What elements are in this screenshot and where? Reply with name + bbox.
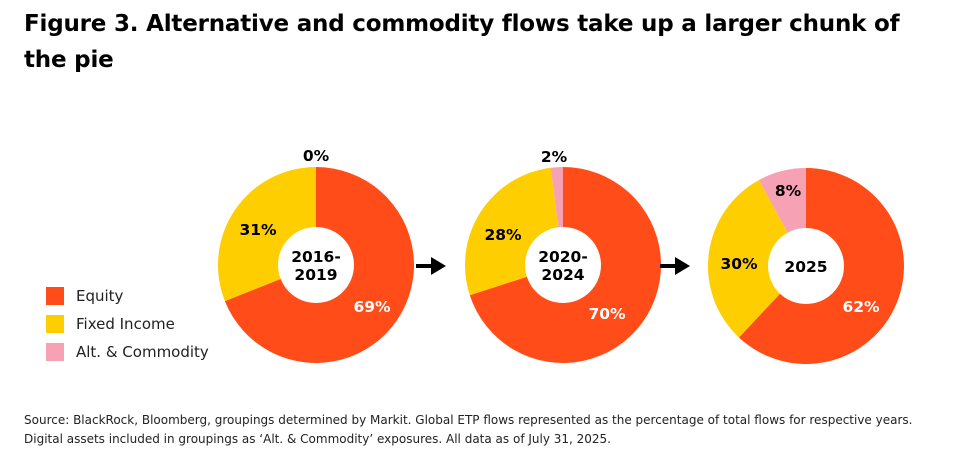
legend-swatch-alt-commodity xyxy=(46,343,64,361)
legend-label: Alt. & Commodity xyxy=(76,343,209,361)
donut-center-label: 2016- xyxy=(291,248,341,266)
legend-swatch-equity xyxy=(46,287,64,305)
data-label-alt-commodity: 8% xyxy=(775,182,802,200)
donut-hole xyxy=(278,227,354,303)
donut-center-label: 2024 xyxy=(541,266,584,284)
pie-slice-fixed-income xyxy=(707,180,806,338)
legend: Equity Fixed Income Alt. & Commodity xyxy=(46,282,209,366)
data-label-equity: 62% xyxy=(842,298,880,316)
donut-center-label: 2020- xyxy=(538,248,588,266)
source-note: Source: BlackRock, Bloomberg, groupings … xyxy=(24,413,913,446)
legend-label: Fixed Income xyxy=(76,315,175,333)
data-label-fixed-income: 30% xyxy=(720,255,758,273)
data-label-fixed-income: 31% xyxy=(239,221,277,239)
data-label-equity: 69% xyxy=(353,298,391,316)
legend-item-alt-commodity: Alt. & Commodity xyxy=(46,338,209,366)
legend-item-equity: Equity xyxy=(46,282,209,310)
donut-hole xyxy=(525,227,601,303)
legend-label: Equity xyxy=(76,287,124,305)
page-title: Figure 3. Alternative and commodity flow… xyxy=(24,11,900,73)
data-label-alt-commodity: 2% xyxy=(541,148,568,166)
donut-center-label: 2019 xyxy=(294,266,337,284)
donut-2016-2019: 2016-2019 69% 31% 0% xyxy=(217,147,414,364)
legend-item-fixed-income: Fixed Income xyxy=(46,310,209,338)
donut-center-label: 2025 xyxy=(784,258,827,276)
right-arrow-icon xyxy=(416,257,446,275)
right-arrow-icon xyxy=(660,257,690,275)
legend-swatch-fixed-income xyxy=(46,315,64,333)
donut-2020-2024: 2020-2024 70% 28% 2% xyxy=(465,148,662,363)
donut-2025: 2025 62% 30% 8% xyxy=(707,168,904,364)
donut-hole xyxy=(768,228,844,304)
data-label-alt-commodity: 0% xyxy=(303,147,330,165)
data-label-equity: 70% xyxy=(588,305,626,323)
data-label-fixed-income: 28% xyxy=(484,226,522,244)
